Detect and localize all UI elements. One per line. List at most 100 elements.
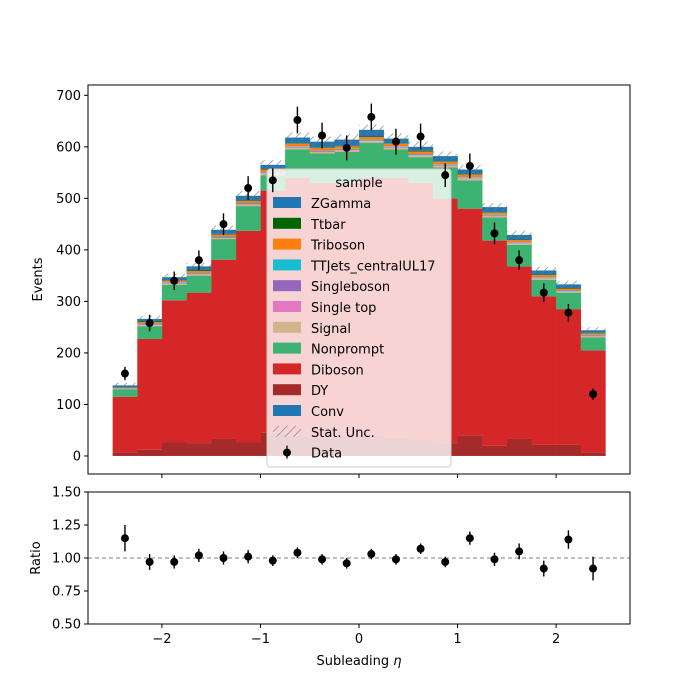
stat-unc-bin xyxy=(506,230,532,240)
bar xyxy=(285,146,311,148)
marker xyxy=(145,557,154,566)
bar xyxy=(457,180,483,209)
legend-label: Stat. Unc. xyxy=(311,426,375,441)
marker xyxy=(293,548,302,557)
ratio-y-axis: 0.50 0.75 1.00 1.25 1.50 xyxy=(52,486,88,633)
legend-entry: Diboson xyxy=(273,363,364,378)
stat-unc-bin xyxy=(285,132,310,143)
bar xyxy=(408,155,434,158)
ratio-y-tick-label: 1.50 xyxy=(52,486,81,501)
bar xyxy=(580,452,606,456)
bar xyxy=(235,203,261,205)
bar xyxy=(580,337,606,351)
legend-swatch xyxy=(273,280,301,292)
legend-label: TTJets_centralUL17 xyxy=(310,259,436,274)
marker xyxy=(564,308,573,317)
bar xyxy=(186,443,212,456)
legend-swatch xyxy=(273,405,301,416)
stat-unc-bin xyxy=(482,202,507,212)
legend-swatch xyxy=(273,363,301,375)
marker xyxy=(120,534,129,543)
ratio-point xyxy=(170,555,179,569)
legend-swatch xyxy=(273,259,301,271)
legend-swatch xyxy=(273,342,301,354)
marker xyxy=(441,557,450,566)
marker xyxy=(342,143,351,152)
ratio-point xyxy=(293,547,302,558)
bar xyxy=(457,208,483,436)
bar xyxy=(235,204,261,207)
bar xyxy=(359,140,384,142)
legend-swatch xyxy=(273,197,301,208)
bar xyxy=(211,237,237,239)
bar xyxy=(161,284,187,301)
bar xyxy=(211,238,237,240)
bar xyxy=(482,215,508,217)
bar xyxy=(309,147,335,151)
marker xyxy=(465,161,474,170)
bar xyxy=(556,288,582,291)
stat-unc-bin xyxy=(432,151,458,161)
ratio-x-axis: −2 −1 0 1 2 xyxy=(152,624,560,647)
stat-unc-bin xyxy=(531,266,557,275)
bar xyxy=(531,444,557,456)
ratio-point xyxy=(539,560,548,577)
ratio-point xyxy=(441,556,450,568)
bar xyxy=(506,438,532,456)
marker xyxy=(120,369,129,378)
bar xyxy=(482,212,508,213)
ratio-point xyxy=(244,550,253,564)
bar xyxy=(161,442,187,456)
marker xyxy=(145,319,154,328)
bar xyxy=(235,202,261,204)
data-point xyxy=(342,135,351,161)
y-tick-label: 200 xyxy=(56,346,81,361)
bar xyxy=(186,273,212,274)
legend-label: Singleboson xyxy=(311,280,390,295)
bar xyxy=(531,277,557,279)
bar xyxy=(408,154,434,155)
legend-entry: Signal xyxy=(273,321,351,337)
bar xyxy=(285,146,311,147)
data-point xyxy=(564,303,573,322)
bar xyxy=(531,274,557,276)
bar xyxy=(482,445,508,456)
bar xyxy=(285,147,311,150)
data-point xyxy=(293,106,302,134)
bar xyxy=(211,236,237,237)
bar xyxy=(112,396,138,453)
x-tick-label: −2 xyxy=(152,632,171,647)
bar xyxy=(137,339,163,450)
marker xyxy=(194,551,203,560)
bar xyxy=(211,234,237,237)
bar xyxy=(531,275,557,278)
legend-swatch xyxy=(273,238,301,250)
bar xyxy=(531,278,557,280)
legend-label: Ttbar xyxy=(310,218,346,233)
bar xyxy=(482,240,508,446)
y-tick-label: 400 xyxy=(56,243,81,258)
bar xyxy=(235,230,261,443)
ratio-point xyxy=(268,555,277,566)
marker xyxy=(589,564,598,573)
marker xyxy=(268,556,277,565)
bar xyxy=(186,292,212,444)
marker xyxy=(367,550,376,559)
bar xyxy=(235,200,261,203)
legend-entry: DY xyxy=(273,384,328,399)
marker xyxy=(589,390,598,399)
legend-swatch xyxy=(273,425,301,437)
bar xyxy=(556,291,582,293)
marker xyxy=(391,137,400,146)
bar xyxy=(556,291,582,292)
bar xyxy=(556,290,582,291)
bar xyxy=(482,215,508,216)
bar xyxy=(580,335,606,336)
ratio-y-axis-label: Ratio xyxy=(29,541,44,574)
bar xyxy=(531,277,557,278)
marker xyxy=(342,559,351,568)
legend-label: Signal xyxy=(311,322,351,337)
bar xyxy=(186,274,212,275)
legend-marker xyxy=(283,448,291,457)
marker xyxy=(515,547,524,556)
